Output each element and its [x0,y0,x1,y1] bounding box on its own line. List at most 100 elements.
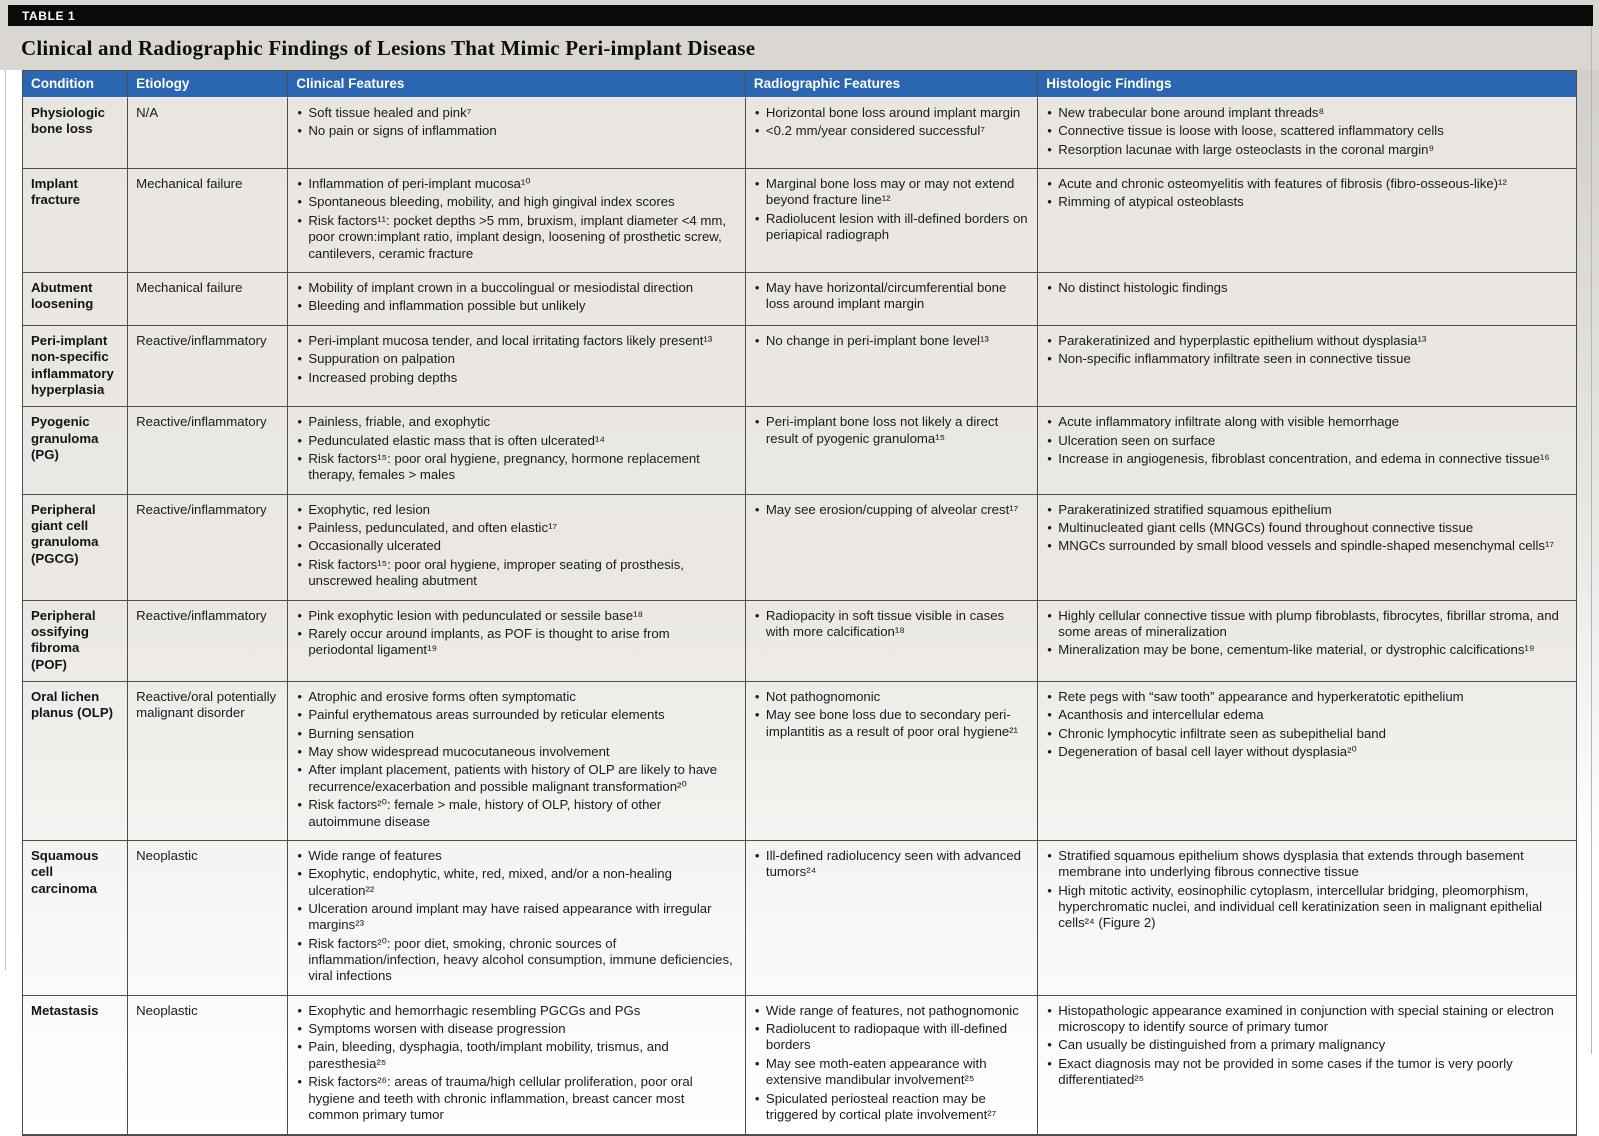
radiographic-features-cell: Horizontal bone loss around implant marg… [745,98,1039,170]
table-row: Metastasis Neoplastic Exophytic and hemo… [23,995,1576,1134]
bullet-item: Painless, friable, and exophytic [296,414,736,431]
table-row: Oral lichen planus (OLP) Reactive/oral p… [23,681,1576,841]
histologic-findings-cell: Stratified squamous epithelium shows dys… [1038,841,1576,996]
bullet-item: Radiopacity in soft tissue visible in ca… [754,608,1028,641]
clinical-features-cell: Soft tissue healed and pink⁷No pain or s… [288,98,746,170]
table-header-row: Condition Etiology Clinical Features Rad… [23,71,1576,98]
radiographic-bullet-list: Radiopacity in soft tissue visible in ca… [754,608,1028,641]
clinical-features-cell: Pink exophytic lesion with pedunculated … [288,600,746,682]
bullet-item: Exact diagnosis may not be provided in s… [1046,1056,1567,1089]
bullet-item: Exophytic, red lesion [296,502,736,519]
bullet-item: Spontaneous bleeding, mobility, and high… [296,194,736,211]
bullet-item: Wide range of features, not pathognomoni… [754,1003,1028,1020]
bullet-item: Rete pegs with “saw tooth” appearance an… [1046,689,1567,706]
bullet-item: Marginal bone loss may or may not extend… [754,176,1028,209]
bullet-item: Chronic lymphocytic infiltrate seen as s… [1046,726,1567,743]
histologic-bullet-list: Acute and chronic osteomyelitis with fea… [1046,176,1567,211]
clinical-bullet-list: Painless, friable, and exophytic Peduncul… [296,414,736,483]
bullet-item: Rimming of atypical osteoblasts [1046,194,1567,211]
radiographic-bullet-list: Horizontal bone loss around implant marg… [754,105,1028,140]
radiographic-bullet-list: Ill-defined radiolucency seen with advan… [754,848,1028,881]
table-row: Abutment loosening Mechanical failure Mo… [23,272,1576,326]
bullet-item: Connective tissue is loose with loose, s… [1046,123,1567,140]
clinical-features-cell: Exophytic and hemorrhagic resembling PGC… [288,995,746,1134]
bullet-item: May show widespread mucocutaneous involv… [296,744,736,761]
condition-cell: Peripheral giant cell granuloma (PGCG) [23,494,129,601]
radiographic-features-cell: Ill-defined radiolucency seen with advan… [745,840,1039,996]
table-row: Physiologic bone loss N/A Soft tissue he… [23,98,1576,170]
etiology-cell: Reactive/inflammatory [128,407,289,495]
bullet-item: Painless, pedunculated, and often elasti… [296,520,736,537]
clinical-bullet-list: Exophytic and hemorrhagic resembling PGC… [296,1003,736,1124]
bullet-item: No distinct histologic findings [1046,280,1567,297]
column-header-clinical-features: Clinical Features [288,71,746,98]
clinical-bullet-list: Mobility of implant crown in a buccoling… [296,280,736,315]
bullet-item: Risk factors²⁶: areas of trauma/high cel… [296,1074,736,1123]
clinical-bullet-list: Peri-implant mucosa tender, and local ir… [296,333,736,386]
histologic-findings-cell: No distinct histologic findings [1038,273,1576,326]
bullet-item: Painful erythematous areas surrounded by… [296,707,736,724]
bullet-item: Pedunculated elastic mass that is often … [296,433,736,450]
bullet-item: Risk factors¹⁵: poor oral hygiene, impro… [296,557,736,590]
bullet-item: Occasionally ulcerated [296,538,736,555]
histologic-bullet-list: New trabecular bone around implant threa… [1046,105,1567,158]
bullet-item: Symptoms worsen with disease progression [296,1021,736,1038]
bullet-item: Soft tissue healed and pink⁷ [296,105,736,122]
histologic-findings-cell: Histopathologic appearance examined in c… [1038,996,1576,1134]
etiology-cell: N/A [128,98,289,170]
etiology-cell: Reactive/oral potentially malignant diso… [128,681,289,841]
bullet-item: Peri-implant mucosa tender, and local ir… [296,333,736,350]
bullet-item: Horizontal bone loss around implant marg… [754,105,1028,122]
bullet-item: Histopathologic appearance examined in c… [1046,1003,1567,1036]
clinical-features-cell: Inflammation of peri-implant mucosa¹⁰Spo… [288,169,746,273]
bullet-item: High mitotic activity, eosinophilic cyto… [1046,883,1567,932]
bullet-item: May see moth-eaten appearance with exten… [754,1056,1028,1089]
bullet-item: Bleeding and inflammation possible but u… [296,298,736,315]
radiographic-bullet-list: No change in peri-implant bone level¹³ [754,333,1028,350]
histologic-bullet-list: Parakeratinized stratified squamous epit… [1046,502,1567,555]
bullet-item: Suppuration on palpation [296,351,736,368]
etiology-cell: Reactive/inflammatory [128,494,289,601]
bullet-item: Resorption lacunae with large osteoclast… [1046,142,1567,159]
radiographic-features-cell: May see erosion/cupping of alveolar cres… [745,494,1039,601]
etiology-cell: Neoplastic [128,995,289,1134]
bullet-item: Burning sensation [296,726,736,743]
radiographic-bullet-list: Marginal bone loss may or may not extend… [754,176,1028,243]
condition-cell: Peripheral ossifying fibroma (POF) [23,600,129,682]
bullet-item: No pain or signs of inflammation [296,123,736,140]
histologic-findings-cell: Highly cellular connective tissue with p… [1038,601,1576,682]
bullet-item: Risk factors²⁰: poor diet, smoking, chro… [296,936,736,985]
clinical-bullet-list: Inflammation of peri-implant mucosa¹⁰Spo… [296,176,736,262]
bullet-item: New trabecular bone around implant threa… [1046,105,1567,122]
condition-cell: Pyogenic granuloma (PG) [23,407,129,495]
clinical-bullet-list: Soft tissue healed and pink⁷No pain or s… [296,105,736,140]
column-header-etiology: Etiology [128,71,289,98]
bullet-item: Parakeratinized stratified squamous epit… [1046,502,1567,519]
page-edge-line-left [5,70,6,970]
bullet-item: Pink exophytic lesion with pedunculated … [296,608,736,625]
etiology-cell: Reactive/inflammatory [128,600,289,682]
bullet-item: Exophytic, endophytic, white, red, mixed… [296,866,736,899]
bullet-item: Pain, bleeding, dysphagia, tooth/implant… [296,1039,736,1072]
bullet-item: Wide range of features [296,848,736,865]
bullet-item: No change in peri-implant bone level¹³ [754,333,1028,350]
bullet-item: Exophytic and hemorrhagic resembling PGC… [296,1003,736,1020]
clinical-features-cell: Peri-implant mucosa tender, and local ir… [288,325,746,408]
bullet-item: Non-specific inflammatory infiltrate see… [1046,351,1567,368]
radiographic-features-cell: Wide range of features, not pathognomoni… [746,995,1039,1134]
histologic-bullet-list: Highly cellular connective tissue with p… [1046,608,1567,659]
page-edge-line-right [1591,26,1592,1054]
radiographic-features-cell: Radiopacity in soft tissue visible in ca… [745,600,1039,682]
clinical-features-cell: Painless, friable, and exophytic Peduncul… [288,407,746,495]
bullet-item: MNGCs surrounded by small blood vessels … [1046,538,1567,555]
bullet-item: Peri-implant bone loss not likely a dire… [754,414,1028,447]
radiographic-bullet-list: May have horizontal/circumferential bone… [754,280,1028,313]
findings-table-container: Condition Etiology Clinical Features Rad… [22,70,1577,1136]
bullet-item: Radiolucent lesion with ill-defined bord… [754,211,1028,244]
bullet-item: Risk factors¹¹: pocket depths >5 mm, bru… [296,213,736,262]
radiographic-features-cell: Marginal bone loss may or may not extend… [745,169,1039,273]
bullet-item: Multinucleated giant cells (MNGCs) found… [1046,520,1567,537]
bullet-item: Degeneration of basal cell layer without… [1046,744,1567,761]
bullet-item: Not pathognomonic [754,689,1028,706]
bullet-item: Ulceration around implant may have raise… [296,901,736,934]
